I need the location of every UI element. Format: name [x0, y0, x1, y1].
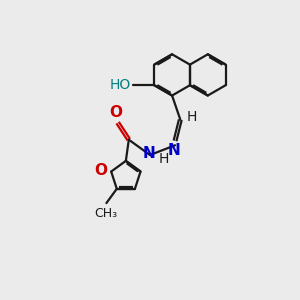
Text: H: H [187, 110, 197, 124]
Text: N: N [142, 146, 155, 161]
Text: N: N [167, 143, 180, 158]
Text: HO: HO [110, 78, 131, 92]
Text: O: O [109, 105, 122, 120]
Text: O: O [94, 164, 108, 178]
Text: H: H [158, 152, 169, 166]
Text: CH₃: CH₃ [94, 207, 117, 220]
